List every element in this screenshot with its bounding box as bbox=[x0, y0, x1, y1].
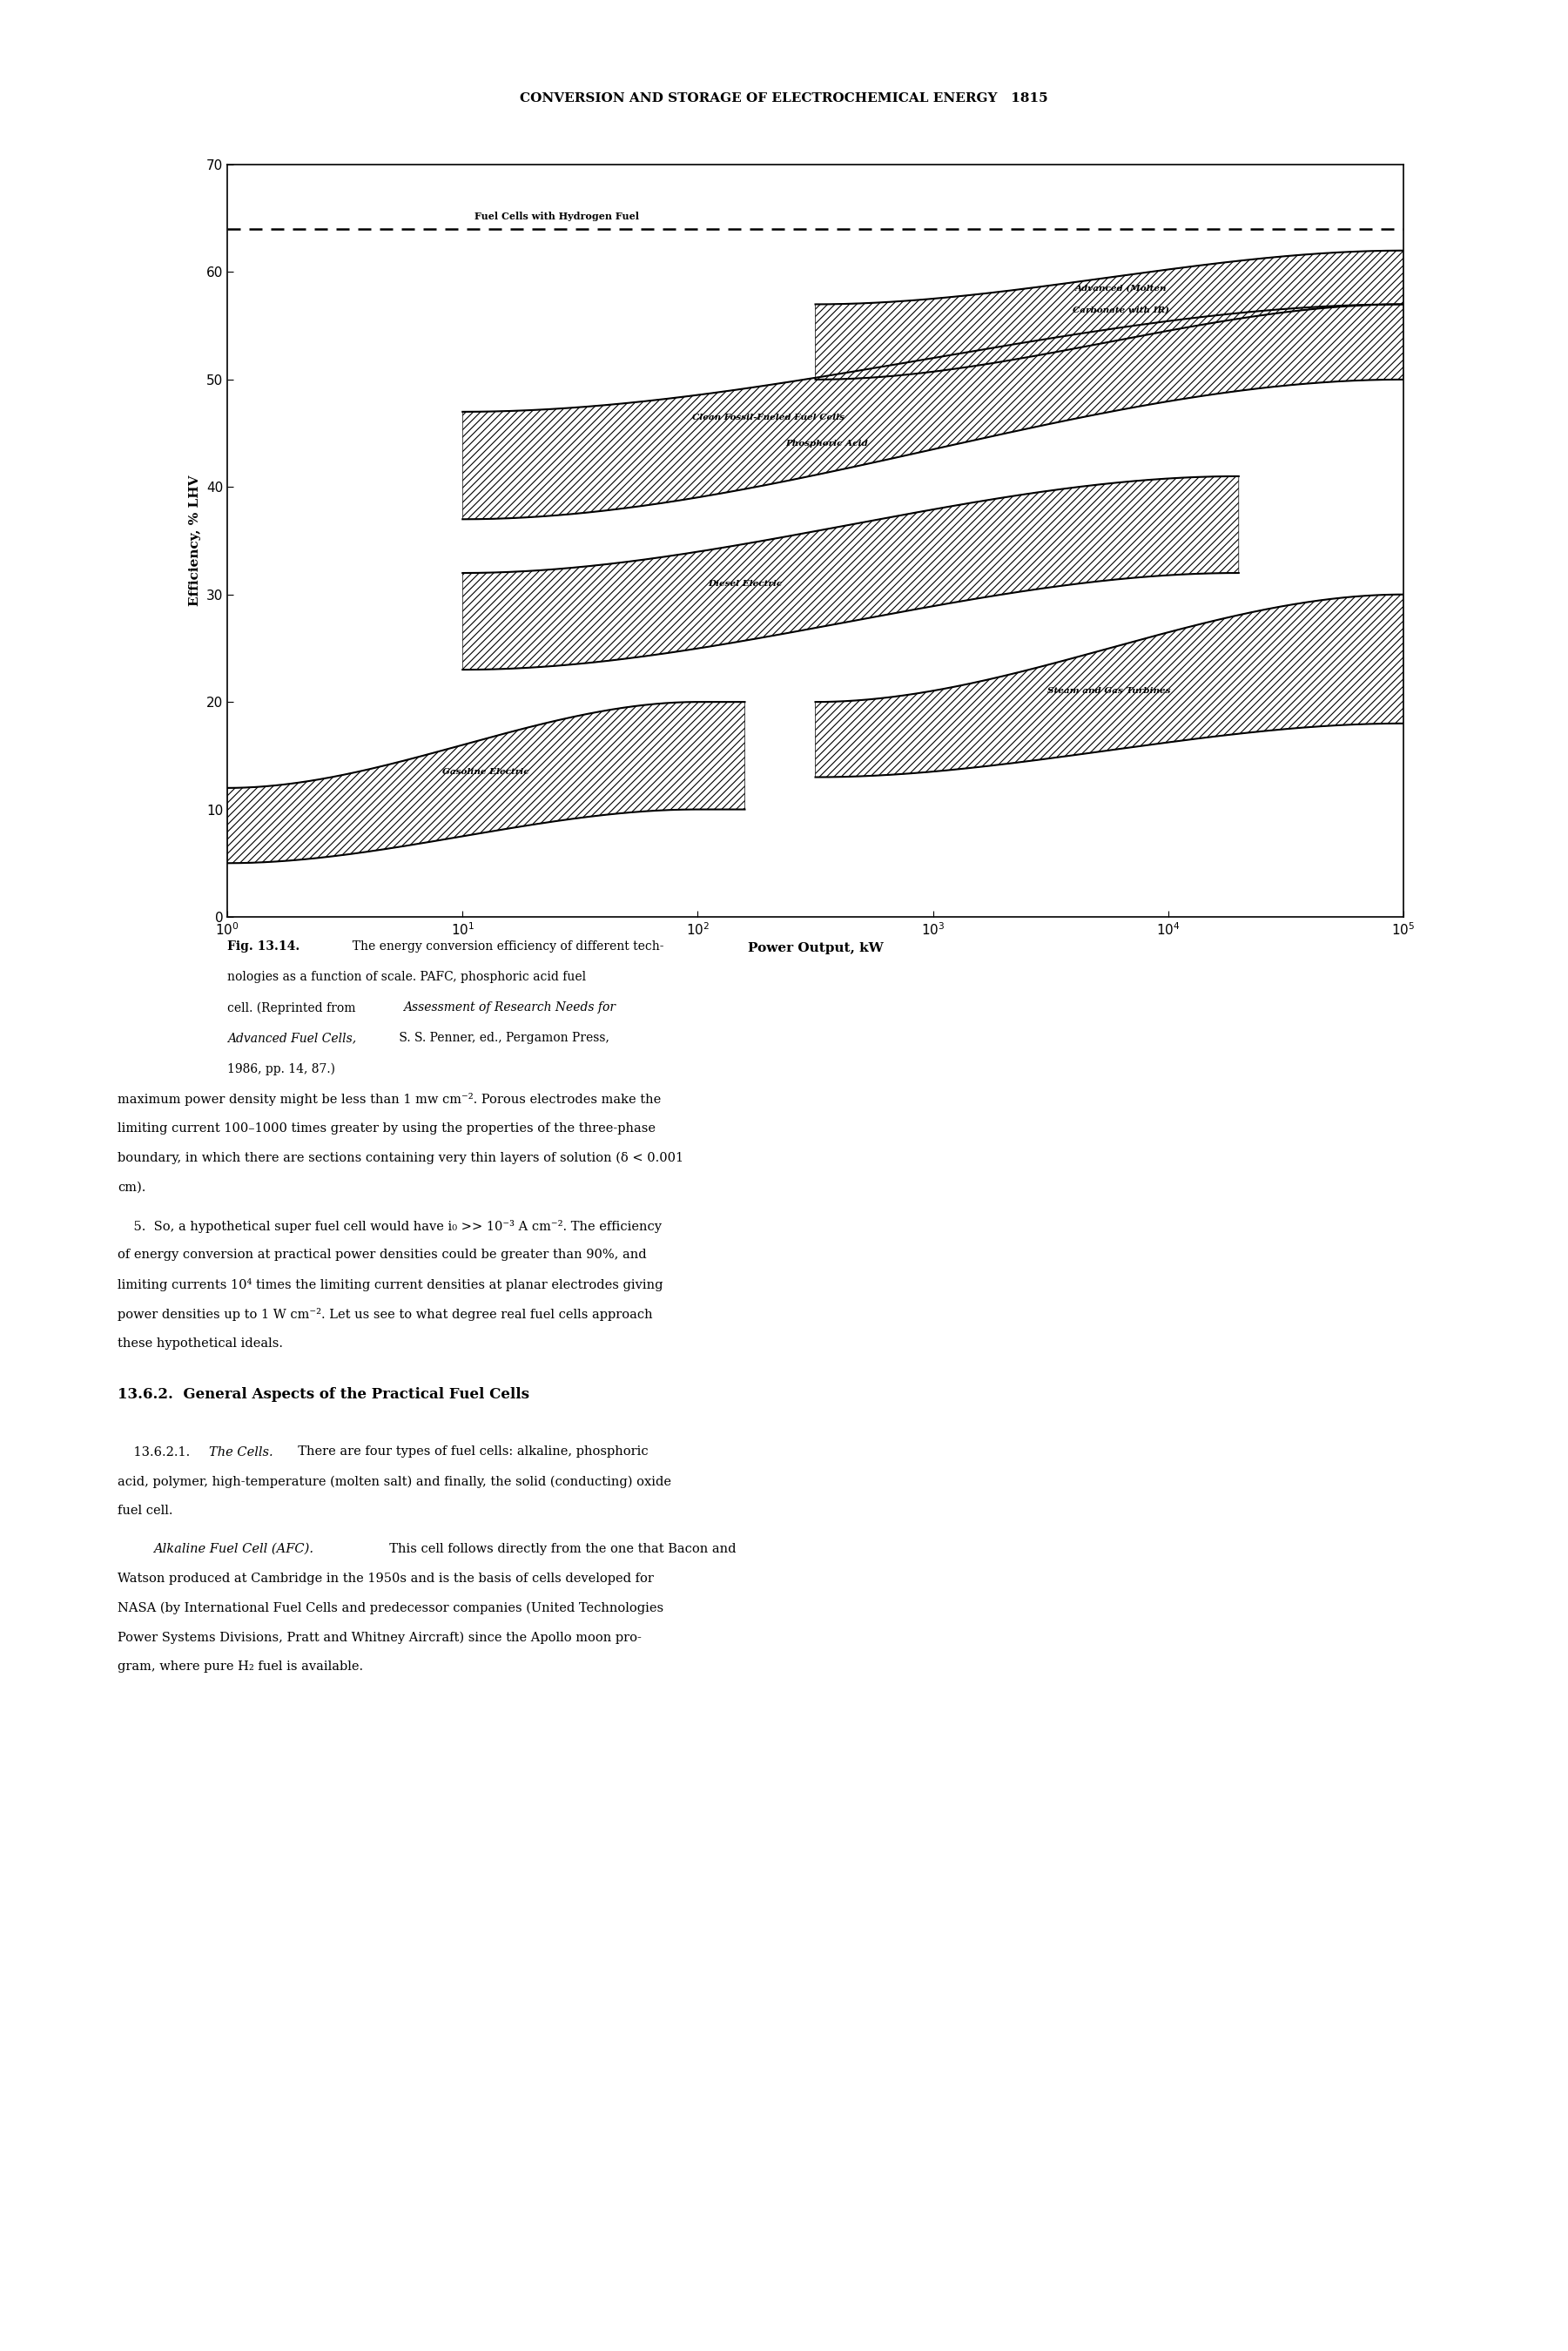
Text: gram, where pure H₂ fuel is available.: gram, where pure H₂ fuel is available. bbox=[118, 1660, 364, 1672]
Text: 13.6.2.1.: 13.6.2.1. bbox=[118, 1446, 204, 1458]
Text: Advanced (Molten: Advanced (Molten bbox=[1076, 284, 1167, 292]
Text: Gasoline Electric: Gasoline Electric bbox=[442, 769, 530, 776]
Text: Steam and Gas Turbines: Steam and Gas Turbines bbox=[1047, 686, 1171, 696]
Text: Diesel Electric: Diesel Electric bbox=[707, 581, 782, 588]
Text: NASA (by International Fuel Cells and predecessor companies (United Technologies: NASA (by International Fuel Cells and pr… bbox=[118, 1601, 663, 1615]
Text: 13.6.2.  General Aspects of the Practical Fuel Cells: 13.6.2. General Aspects of the Practical… bbox=[118, 1387, 530, 1401]
Text: There are four types of fuel cells: alkaline, phosphoric: There are four types of fuel cells: alka… bbox=[290, 1446, 649, 1458]
Text: Assessment of Research Needs for: Assessment of Research Needs for bbox=[403, 1002, 615, 1013]
Text: nologies as a function of scale. PAFC, phosphoric acid fuel: nologies as a function of scale. PAFC, p… bbox=[227, 971, 586, 983]
Text: Advanced Fuel Cells,: Advanced Fuel Cells, bbox=[227, 1032, 356, 1044]
Text: The energy conversion efficiency of different tech-: The energy conversion efficiency of diff… bbox=[345, 940, 663, 952]
Text: Power Systems Divisions, Pratt and Whitney Aircraft) since the Apollo moon pro-: Power Systems Divisions, Pratt and Whitn… bbox=[118, 1632, 641, 1643]
Text: limiting current 100–1000 times greater by using the properties of the three-pha: limiting current 100–1000 times greater … bbox=[118, 1121, 655, 1136]
Text: limiting currents 10⁴ times the limiting current densities at planar electrodes : limiting currents 10⁴ times the limiting… bbox=[118, 1279, 663, 1291]
Text: cm).: cm). bbox=[118, 1180, 146, 1194]
Text: S. S. Penner, ed., Pergamon Press,: S. S. Penner, ed., Pergamon Press, bbox=[395, 1032, 610, 1044]
Text: acid, polymer, high-temperature (molten salt) and finally, the solid (conducting: acid, polymer, high-temperature (molten … bbox=[118, 1476, 671, 1488]
Text: CONVERSION AND STORAGE OF ELECTROCHEMICAL ENERGY   1815: CONVERSION AND STORAGE OF ELECTROCHEMICA… bbox=[521, 92, 1047, 106]
Text: maximum power density might be less than 1 mw cm⁻². Porous electrodes make the: maximum power density might be less than… bbox=[118, 1093, 662, 1107]
Text: of energy conversion at practical power densities could be greater than 90%, and: of energy conversion at practical power … bbox=[118, 1248, 646, 1260]
Text: Carbonate with IR): Carbonate with IR) bbox=[1073, 306, 1170, 313]
Text: Clean Fossil-Fueled Fuel Cells: Clean Fossil-Fueled Fuel Cells bbox=[691, 414, 845, 421]
Text: Fuel Cells with Hydrogen Fuel: Fuel Cells with Hydrogen Fuel bbox=[474, 212, 638, 221]
Text: Watson produced at Cambridge in the 1950s and is the basis of cells developed fo: Watson produced at Cambridge in the 1950… bbox=[118, 1573, 654, 1585]
Text: 5.  So, a hypothetical super fuel cell would have i₀ >> 10⁻³ A cm⁻². The efficie: 5. So, a hypothetical super fuel cell wo… bbox=[118, 1220, 662, 1232]
Text: The Cells.: The Cells. bbox=[209, 1446, 273, 1458]
Text: boundary, in which there are sections containing very thin layers of solution (δ: boundary, in which there are sections co… bbox=[118, 1152, 684, 1164]
Text: Alkaline Fuel Cell (AFC).: Alkaline Fuel Cell (AFC). bbox=[154, 1542, 314, 1554]
Y-axis label: Efficiency, % LHV: Efficiency, % LHV bbox=[190, 475, 201, 607]
Text: Phosphoric Acid: Phosphoric Acid bbox=[786, 440, 869, 449]
Text: 1986, pp. 14, 87.): 1986, pp. 14, 87.) bbox=[227, 1063, 336, 1074]
Text: fuel cell.: fuel cell. bbox=[118, 1505, 172, 1516]
Text: This cell follows directly from the one that Bacon and: This cell follows directly from the one … bbox=[381, 1542, 735, 1554]
Text: power densities up to 1 W cm⁻². Let us see to what degree real fuel cells approa: power densities up to 1 W cm⁻². Let us s… bbox=[118, 1307, 652, 1321]
Text: these hypothetical ideals.: these hypothetical ideals. bbox=[118, 1338, 282, 1349]
Text: Fig. 13.14.: Fig. 13.14. bbox=[227, 940, 299, 952]
Text: cell. (Reprinted from: cell. (Reprinted from bbox=[227, 1002, 359, 1013]
X-axis label: Power Output, kW: Power Output, kW bbox=[748, 943, 883, 955]
